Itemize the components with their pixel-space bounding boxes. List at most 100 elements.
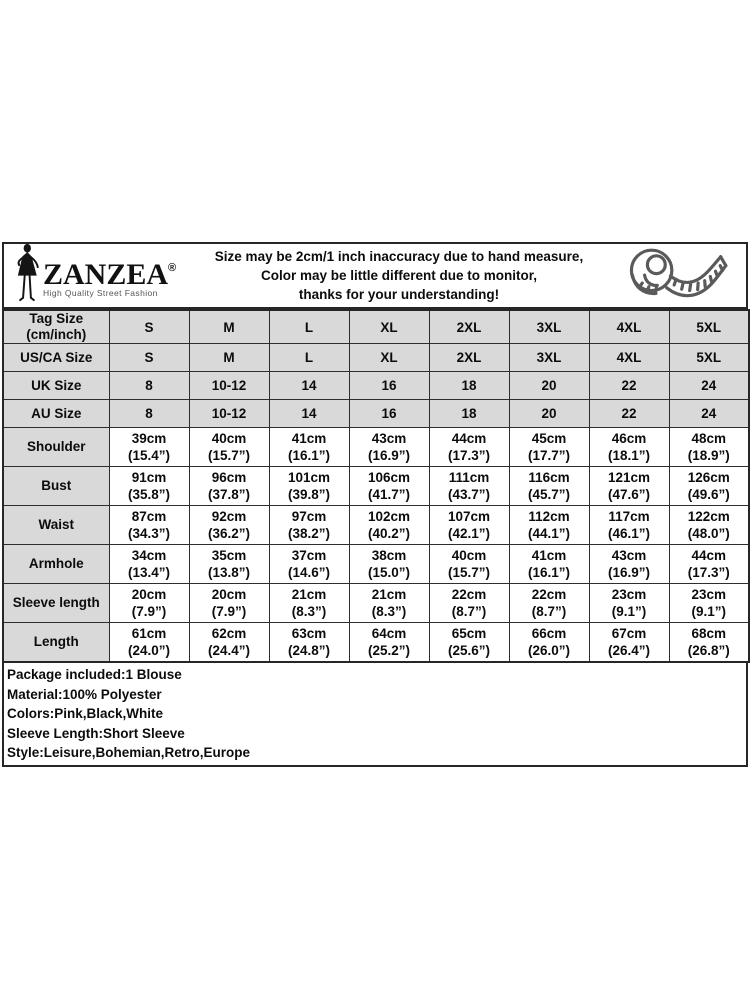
inch-value: (7.9”) xyxy=(131,604,167,619)
inch-value: (40.2”) xyxy=(367,526,411,541)
table-row: Shoulder 39cm (15.4”) 40cm (15.7”) 41cm (16.1”… xyxy=(2,427,750,467)
inch-value: (16.1”) xyxy=(527,565,571,580)
cm-value: 21cm xyxy=(291,586,327,602)
product-details-box: Package included:1 Blouse Material:100% … xyxy=(2,663,748,767)
measure-cell: 45cm (17.7”) xyxy=(508,427,590,467)
inch-value: (13.8”) xyxy=(207,565,251,580)
cm-value: 23cm xyxy=(611,586,647,602)
cm-value: 87cm xyxy=(131,508,167,524)
measure-cell: 121cm (47.6”) xyxy=(588,466,670,506)
inch-value: (36.2”) xyxy=(207,526,251,541)
measure-cell: 34cm (13.4”) xyxy=(108,544,190,584)
inch-value: (26.0”) xyxy=(527,643,571,658)
cm-value: 40cm xyxy=(451,547,487,563)
cm-value: 45cm xyxy=(531,430,567,446)
cm-value: 126cm xyxy=(687,469,730,485)
cm-value: 92cm xyxy=(211,508,247,524)
cm-value: 48cm xyxy=(691,430,727,446)
inch-value: (47.6”) xyxy=(607,487,651,502)
size-cell: S xyxy=(108,343,190,372)
size-cell: 16 xyxy=(348,399,430,428)
measure-cell: 23cm (9.1”) xyxy=(668,583,750,623)
inch-value: (35.8”) xyxy=(127,487,171,502)
inch-value: (15.4”) xyxy=(127,448,171,463)
cm-value: 37cm xyxy=(291,547,327,563)
measure-cell: 43cm (16.9”) xyxy=(348,427,430,467)
measure-cell: 126cm (49.6”) xyxy=(668,466,750,506)
brand-name: ZANZEA® xyxy=(43,257,177,291)
measure-cell: 107cm (42.1”) xyxy=(428,505,510,545)
inch-value: (9.1”) xyxy=(611,604,647,619)
size-cell: 18 xyxy=(428,399,510,428)
inch-value: (39.8”) xyxy=(287,487,331,502)
inch-value: (18.9”) xyxy=(687,448,730,463)
measure-cell: 48cm (18.9”) xyxy=(668,427,750,467)
inch-value: (26.4”) xyxy=(607,643,651,658)
size-cell: 24 xyxy=(668,371,750,400)
row-label: Waist xyxy=(2,505,110,545)
cm-value: 106cm xyxy=(367,469,411,485)
cm-value: 65cm xyxy=(451,625,487,641)
measure-cell: 44cm (17.3”) xyxy=(428,427,510,467)
inch-value: (48.0”) xyxy=(687,526,730,541)
size-cell: 20 xyxy=(508,371,590,400)
measure-cell: 112cm (44.1”) xyxy=(508,505,590,545)
cm-value: 62cm xyxy=(211,625,247,641)
table-row: US/CA Size S M L XL 2XL 3XL 4XL 5XL xyxy=(2,343,750,372)
inch-value: (15.0”) xyxy=(367,565,411,580)
cm-value: 91cm xyxy=(131,469,167,485)
inch-value: (8.3”) xyxy=(371,604,407,619)
cm-value: 44cm xyxy=(691,547,727,563)
size-cell: 22 xyxy=(588,371,670,400)
table-row: Tag Size (cm/inch) S M L XL 2XL 3XL 4XL 5XL xyxy=(2,309,750,344)
cm-value: 39cm xyxy=(131,430,167,446)
size-cell: 16 xyxy=(348,371,430,400)
inch-value: (26.8”) xyxy=(687,643,730,658)
table-row: UK Size 8 10-12 14 16 18 20 22 24 xyxy=(2,371,750,400)
size-cell: 18 xyxy=(428,371,510,400)
table-row: Waist 87cm (34.3”) 92cm (36.2”) 97cm (38.2”) 10… xyxy=(2,505,750,545)
inch-value: (43.7”) xyxy=(447,487,491,502)
measure-cell: 38cm (15.0”) xyxy=(348,544,430,584)
measure-cell: 106cm (41.7”) xyxy=(348,466,430,506)
disclaimer-line-3: thanks for your understanding! xyxy=(298,287,500,302)
row-label: AU Size xyxy=(2,399,110,428)
table-row: Sleeve length 20cm (7.9”) 20cm (7.9”) 21cm (8.… xyxy=(2,583,750,623)
row-label: Tag Size (cm/inch) xyxy=(2,309,110,344)
row-label: US/CA Size xyxy=(2,343,110,372)
inch-value: (25.6”) xyxy=(447,643,491,658)
measure-cell: 61cm (24.0”) xyxy=(108,622,190,663)
inch-value: (44.1”) xyxy=(527,526,571,541)
cm-value: 23cm xyxy=(691,586,727,602)
size-cell: M xyxy=(188,343,270,372)
size-cell: 5XL xyxy=(668,343,750,372)
table-row: Length 61cm (24.0”) 62cm (24.4”) 63cm (24.8”) 6… xyxy=(2,622,750,663)
cm-value: 122cm xyxy=(687,508,730,524)
inch-value: (24.8”) xyxy=(287,643,331,658)
row-label: Length xyxy=(2,622,110,663)
row-label: UK Size xyxy=(2,371,110,400)
inch-value: (9.1”) xyxy=(691,604,726,619)
inch-value: (8.7”) xyxy=(531,604,567,619)
measure-cell: 91cm (35.8”) xyxy=(108,466,190,506)
inch-value: (24.4”) xyxy=(207,643,251,658)
detail-style: Style:Leisure,Bohemian,Retro,Europe xyxy=(7,745,251,760)
size-cell: 24 xyxy=(668,399,750,428)
inch-value: (13.4”) xyxy=(127,565,171,580)
measure-cell: 102cm (40.2”) xyxy=(348,505,430,545)
cm-value: 64cm xyxy=(371,625,407,641)
cm-value: 117cm xyxy=(608,508,650,524)
registered-mark: ® xyxy=(168,261,177,274)
brand-text-block: ZANZEA® High Quality Street Fashion xyxy=(43,254,176,298)
cm-value: 41cm xyxy=(531,547,567,563)
inch-value: (16.1”) xyxy=(287,448,331,463)
inch-value: (8.3”) xyxy=(291,604,327,619)
brand-tagline: High Quality Street Fashion xyxy=(43,287,158,298)
measure-cell: 68cm (26.8”) xyxy=(668,622,750,663)
measure-cell: 111cm (43.7”) xyxy=(428,466,510,506)
cm-value: 102cm xyxy=(367,508,411,524)
size-cell: XL xyxy=(348,343,430,372)
cm-value: 43cm xyxy=(371,430,407,446)
cm-value: 97cm xyxy=(291,508,327,524)
measure-cell: 97cm (38.2”) xyxy=(268,505,350,545)
